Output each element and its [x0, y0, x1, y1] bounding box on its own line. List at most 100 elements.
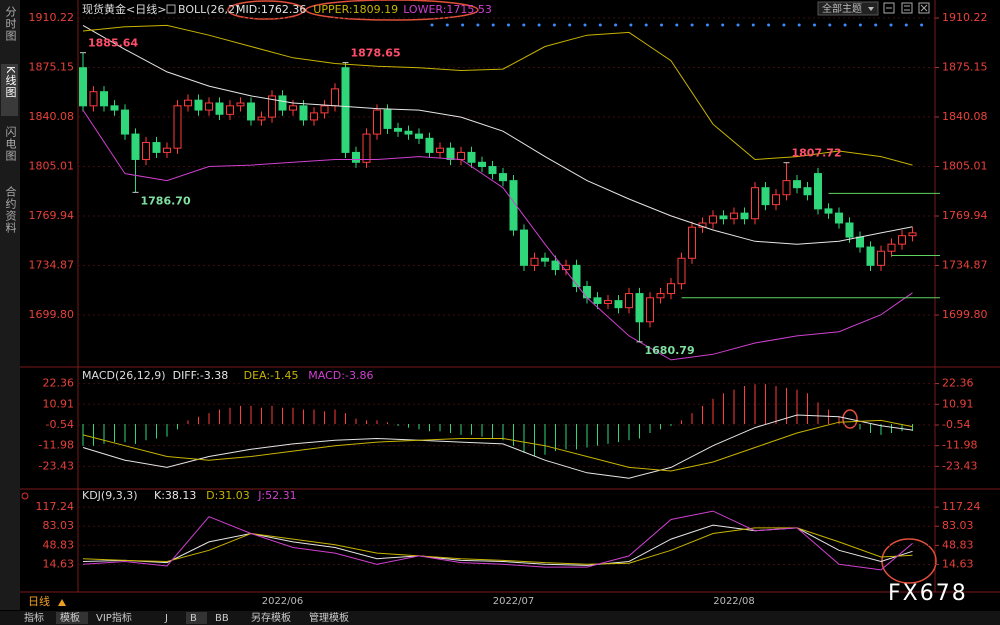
candle-body	[121, 109, 129, 135]
line	[82, 24, 913, 245]
candle-body	[541, 257, 549, 262]
signal-dot	[843, 23, 847, 27]
signal-dot	[828, 23, 832, 27]
signal-dot	[644, 23, 648, 27]
tab[interactable]: 另存模板	[251, 611, 291, 624]
y-tick-label: -0.54	[942, 418, 970, 431]
tab[interactable]: VIP指标	[96, 611, 132, 624]
tab[interactable]: 指标	[24, 611, 44, 624]
signal-dot	[751, 23, 755, 27]
candle-body	[835, 212, 843, 224]
candle-body	[520, 229, 528, 266]
candle-body	[110, 105, 119, 111]
candle-body	[814, 173, 822, 210]
candle-body	[593, 297, 602, 304]
y-tick-label: -11.98	[39, 439, 74, 452]
tab[interactable]: 管理模板	[309, 611, 349, 624]
y-tick-label: 1910.22	[942, 11, 988, 24]
candle-body	[394, 127, 402, 132]
candle-body	[257, 116, 266, 121]
tab-bar	[0, 611, 1000, 625]
signal-dot	[522, 23, 526, 27]
candle-body	[341, 67, 350, 153]
line	[82, 527, 913, 565]
tab[interactable]: B	[190, 613, 197, 624]
tab[interactable]: J	[164, 613, 168, 624]
y-tick-label: 1699.80	[942, 308, 988, 321]
candle-body	[730, 212, 738, 220]
candle-body	[100, 91, 108, 107]
y-tick-label: 1699.80	[29, 308, 75, 321]
signal-dot	[598, 23, 602, 27]
y-tick-label: 1769.94	[942, 209, 988, 222]
tab[interactable]: 模板	[60, 611, 80, 624]
candle-body	[740, 212, 749, 220]
candle-body	[709, 215, 717, 224]
highlight-circle	[227, 0, 305, 20]
candle-body	[446, 147, 455, 160]
y-tick-label: 117.24	[942, 500, 981, 513]
sidebar-tab[interactable]: K线图	[4, 66, 17, 98]
candle-body	[803, 187, 812, 196]
y-tick-label: 1805.01	[942, 160, 988, 173]
legend-entry: DEA:-1.45	[244, 369, 299, 382]
panel-title: KDJ(9,3,3)	[82, 489, 138, 502]
y-tick-label: -11.98	[942, 439, 977, 452]
candle-body	[79, 67, 87, 107]
candle-body	[646, 297, 654, 323]
y-tick-label: -0.54	[46, 418, 74, 431]
period-label[interactable]: 日线	[28, 594, 50, 608]
y-tick-label: 22.36	[942, 377, 974, 390]
watermark: FX678	[888, 581, 968, 606]
legend-entry: J:52.31	[257, 489, 296, 502]
candle-body	[268, 95, 276, 118]
y-tick-label: 14.63	[942, 557, 974, 570]
x-tick-label: 2022/07	[493, 596, 535, 607]
panel-title: MACD(26,12,9)	[82, 369, 166, 382]
candle-body	[761, 187, 770, 206]
line	[82, 109, 913, 361]
candle-body	[667, 283, 675, 295]
signal-dot	[874, 23, 878, 27]
signal-dot	[445, 23, 449, 27]
sidebar-active	[1, 64, 18, 116]
indicator-icon[interactable]	[166, 4, 176, 14]
legend-entry: DIFF:-3.38	[173, 369, 229, 382]
line	[82, 24, 913, 166]
y-tick-label: 1734.87	[942, 259, 988, 272]
signal-dot	[552, 23, 556, 27]
candle-body	[404, 130, 413, 135]
candle-body	[866, 246, 875, 266]
indicator-label: BOLL(26,2)	[178, 3, 239, 16]
candle-body	[887, 243, 896, 252]
legend-entry: K:38.13	[154, 489, 196, 502]
sidebar-tab[interactable]: 闪电图	[4, 125, 17, 162]
candle-body	[562, 264, 570, 271]
y-tick-label: 1805.01	[29, 160, 75, 173]
candle-body	[299, 105, 308, 121]
theme-select[interactable]	[817, 1, 879, 16]
legend-entry: MID:1762.36	[236, 3, 306, 16]
candle-body	[845, 222, 854, 238]
candle-body	[877, 250, 885, 266]
candle-body	[152, 142, 161, 153]
y-tick-label: 1910.22	[29, 11, 75, 24]
candle-body	[173, 105, 182, 149]
candle-body	[163, 147, 171, 153]
y-tick-label: 1875.15	[942, 61, 988, 74]
toolbar-icons[interactable]	[883, 2, 930, 14]
candle-body	[226, 105, 234, 115]
tab[interactable]: BB	[215, 613, 229, 624]
signal-dot	[904, 23, 908, 27]
line	[82, 419, 913, 472]
sidebar-tab[interactable]: 分时图	[4, 6, 17, 42]
candle-body	[436, 147, 444, 153]
signal-dot	[583, 23, 587, 27]
sidebar-tab[interactable]: 合约资料	[4, 185, 17, 234]
indicator-icon[interactable]	[21, 492, 29, 500]
candle-body	[467, 151, 476, 163]
candle-body	[656, 293, 665, 299]
candle-body	[194, 99, 203, 111]
candle-body	[488, 166, 497, 175]
